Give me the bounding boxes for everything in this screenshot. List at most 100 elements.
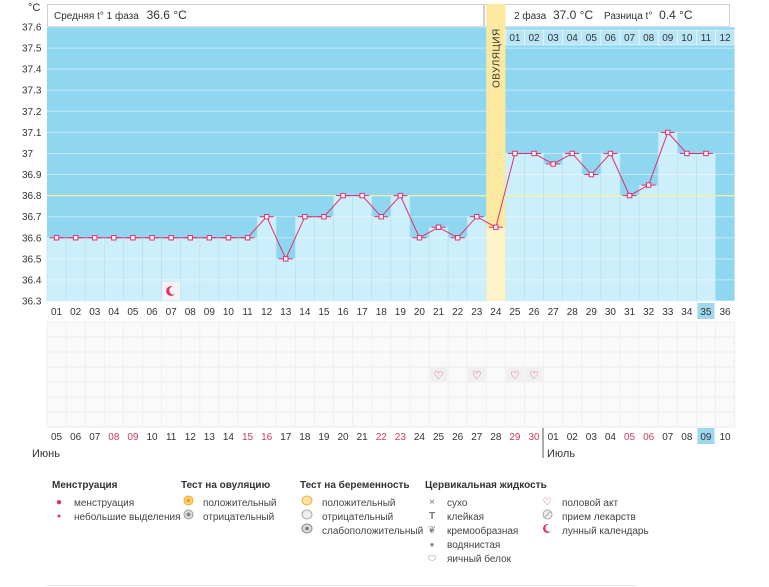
cycle-day-label: 26 (528, 307, 540, 318)
phase2-day-label: 10 (681, 33, 693, 44)
y-tick-label: 36.4 (22, 275, 42, 286)
cycle-day-label: 03 (89, 307, 101, 318)
temperature-bar (123, 237, 143, 302)
cycle-day-label: 25 (509, 307, 521, 318)
temperature-bar (562, 153, 583, 302)
date-label: 07 (89, 432, 101, 443)
temperature-point (130, 235, 136, 241)
date-label: 07 (662, 432, 674, 443)
y-tick-label: 37.1 (22, 128, 42, 139)
temperature-bar (638, 184, 659, 302)
temperature-point (263, 213, 270, 220)
temperature-bar (524, 153, 544, 302)
legend-menstruation: Менструация ● менструация ● небольшие выде… (52, 480, 181, 524)
cycle-day-label: 10 (223, 307, 235, 318)
date-label: 06 (70, 432, 82, 443)
temperature-point (53, 235, 60, 241)
heart-cell (506, 367, 524, 382)
temperature-point (416, 235, 423, 241)
temperature-bar (142, 237, 162, 302)
y-tick-label: 36.9 (22, 170, 42, 181)
legend-item: водянистая (447, 539, 501, 551)
menstruation-drop-icon: ● (55, 497, 63, 508)
temperature-point (454, 235, 461, 241)
date-label: 05 (51, 432, 63, 443)
date-label: 08 (681, 432, 693, 443)
legend-item: менструация (74, 497, 135, 509)
phase2-day-label: 12 (719, 33, 731, 44)
y-axis-ticks: 36.3 36.4 36.5 36.6 36.7 36.8 36.9 37 37.1 37.2 37… (22, 23, 42, 308)
month-july: Июль (547, 448, 575, 460)
temperature-point (206, 235, 213, 241)
phase2-day-cell (715, 29, 735, 46)
legend-item: отрицательный (203, 511, 275, 523)
phase2-caption-text: 2 фаза (514, 10, 547, 22)
temperature-point (225, 235, 232, 241)
temperature-bar (104, 237, 124, 302)
heart-icon: ♡ (434, 370, 444, 382)
temperature-point (168, 235, 174, 241)
temperature-point (626, 192, 633, 199)
cycle-day-label: 28 (567, 307, 579, 318)
date-label: 29 (509, 432, 521, 443)
cycle-day-label: 07 (166, 307, 178, 318)
temperature-point (321, 213, 327, 220)
creamy-icon: ❦ (427, 525, 437, 536)
date-label: 10 (146, 432, 158, 443)
legend-ovulation-test: Тест на овуляцию положительный отрицател… (181, 480, 276, 524)
cycle-day-label: 04 (108, 307, 120, 318)
date-label: 09 (127, 432, 139, 443)
temperature-point (302, 213, 308, 220)
phase1-caption: Средняя t° 1 фаза 36.6 °C (54, 8, 187, 22)
date-label: 13 (204, 432, 216, 443)
footer-divider (47, 585, 636, 586)
date-label: 01 (548, 432, 560, 443)
date-label: 22 (376, 432, 388, 443)
pregnancy-negative-icon (300, 509, 314, 525)
legend-item: лунный календарь (562, 525, 649, 537)
temperature-bar (237, 237, 258, 302)
phase2-day-labels: 01 02 03 04 05 06 07 08 09 10 11 12 (505, 29, 735, 46)
temperature-bar (409, 237, 430, 302)
date-label: 24 (414, 432, 426, 443)
legend-item: слабоположительный (322, 525, 424, 537)
temperature-point (244, 235, 251, 241)
date-label: 06 (643, 432, 655, 443)
phase2-day-label: 05 (586, 33, 598, 44)
date-label: 02 (567, 432, 579, 443)
cycle-day-label: 36 (719, 307, 731, 318)
temperature-bar (46, 237, 67, 302)
cycle-day-label: 01 (51, 307, 63, 318)
legend-item: клейкая (447, 511, 485, 523)
y-tick-label: 36.7 (22, 212, 42, 223)
phase1-avg-value: 36.6 °C (147, 8, 187, 22)
y-tick-label: 36.8 (22, 191, 42, 202)
y-tick-label: 37.5 (22, 44, 42, 55)
moon-legend-icon (540, 523, 554, 539)
date-label: 23 (395, 432, 407, 443)
date-label: 11 (166, 432, 177, 443)
y-tick-label: 37.2 (22, 107, 42, 118)
sticky-icon: T (428, 511, 436, 522)
bbt-chart: °C Средняя t° 1 фаза 36.6 °C 2 фаза 37.0… (22, 2, 736, 460)
y-tick-label: 36.6 (22, 233, 42, 244)
temperature-bar (333, 195, 353, 302)
y-tick-label: 37.4 (22, 65, 42, 76)
cycle-day-label: 21 (433, 307, 445, 318)
temperature-point (531, 150, 537, 157)
phase2-header-box (484, 4, 730, 27)
date-label: 10 (719, 432, 731, 443)
sun-negative-icon (181, 509, 195, 525)
phase1-caption-text: Средняя t° 1 фаза (54, 10, 139, 22)
current-day-highlight (697, 303, 715, 319)
cycle-day-label: 31 (624, 307, 636, 318)
temperature-bar (696, 153, 716, 302)
heart-cell (430, 367, 448, 382)
date-labels: 05 06 07 08 09 10 11 12 13 14 15 16 17 18 19 20 21 22 23 24… (51, 428, 731, 444)
cycle-day-label: 13 (280, 307, 292, 318)
date-label: 16 (261, 432, 273, 443)
cycle-day-label: 09 (204, 307, 216, 318)
phase2-day-label: 02 (528, 33, 540, 44)
heart-icon: ♡ (510, 370, 520, 382)
